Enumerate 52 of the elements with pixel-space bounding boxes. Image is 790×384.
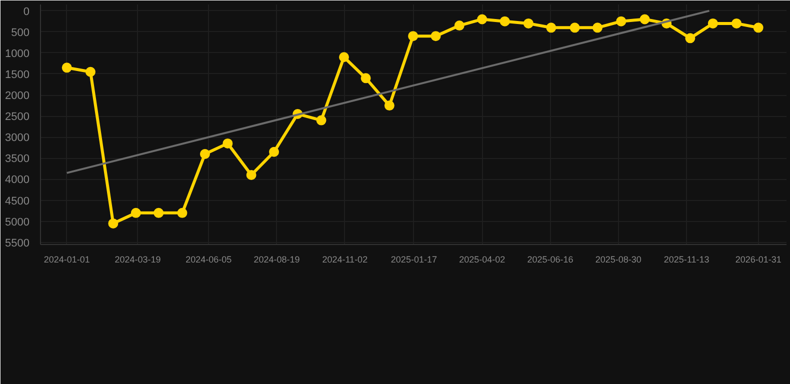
point (130, 208, 141, 218)
x-tick-label: 2024-03-19 (114, 254, 161, 264)
point (222, 138, 233, 148)
point (85, 66, 96, 77)
point (477, 14, 488, 24)
point (592, 22, 602, 33)
point (523, 18, 534, 28)
point (177, 208, 188, 218)
x-tick-label: 2025-08-30 (595, 254, 642, 264)
y-tick-label: 0 (23, 6, 30, 18)
point (570, 22, 580, 33)
x-tick-label: 2024-06-05 (186, 254, 232, 264)
point (454, 20, 464, 31)
x-tick-label: 2024-01-01 (44, 254, 90, 264)
point (338, 52, 349, 62)
point (408, 31, 418, 42)
y-tick-label: 3000 (5, 132, 30, 144)
y-tick-label: 4500 (5, 195, 30, 208)
point (685, 33, 696, 44)
y-tick-label: 2500 (5, 111, 30, 124)
y-tick-label: 500 (11, 26, 30, 39)
point (616, 16, 626, 26)
point (200, 148, 210, 159)
y-tick-label: 5500 (5, 237, 30, 250)
point (269, 146, 280, 157)
point (154, 208, 164, 218)
x-tick-label: 2024-11-02 (322, 254, 368, 264)
x-tick-label: 2025-01-17 (390, 254, 437, 264)
y-tick-label: 4000 (5, 174, 30, 186)
point (384, 100, 394, 111)
point (62, 62, 72, 73)
point (546, 22, 556, 33)
point (430, 31, 441, 42)
x-tick-label: 2025-04-02 (459, 254, 506, 264)
point (732, 18, 742, 28)
y-tick-label: 3500 (5, 153, 30, 166)
point (316, 115, 326, 126)
x-tick-label: 2025-11-13 (664, 254, 710, 264)
point (640, 14, 650, 24)
y-tick-label: 1000 (5, 48, 30, 60)
point (108, 218, 118, 228)
point (753, 22, 764, 33)
y-tick-label: 5000 (5, 216, 30, 228)
point (246, 170, 256, 180)
y-tick-label: 1500 (5, 68, 30, 81)
point (500, 16, 510, 26)
x-tick-label: 2024-08-19 (254, 254, 300, 264)
x-tick-label: 2026-01-31 (735, 254, 782, 264)
point (708, 18, 718, 28)
point (360, 73, 371, 84)
y-tick-label: 2000 (5, 90, 30, 102)
x-tick-label: 2025-06-16 (527, 254, 574, 264)
